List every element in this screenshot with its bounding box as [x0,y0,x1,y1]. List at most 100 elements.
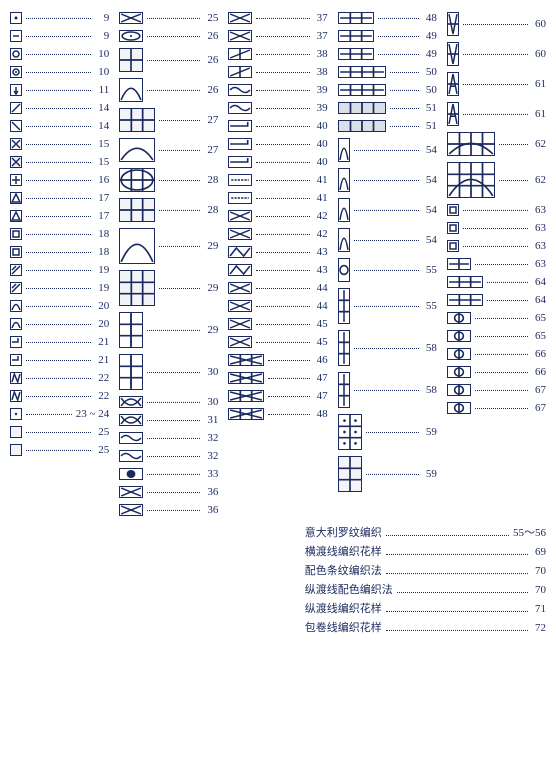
symbol-entry: 15 [10,138,109,150]
page-number: 25 [204,12,218,24]
symbol-entry: 16 [10,174,109,186]
text-entry: 纵渡线编织花样71 [305,600,546,616]
text-entry: 横渡线编织花样69 [305,543,546,559]
column-3: 3737383839394040404141424243434444454546… [228,12,327,516]
page-number: 43 [314,264,328,276]
leader-line [26,341,91,343]
entry-label: 意大利罗纹编织 [305,524,382,540]
leader-line [354,209,419,211]
leader-line [386,610,528,612]
page-number: 66 [532,348,546,360]
symbol-curl [119,432,143,444]
symbol-diag1 [10,102,22,114]
symbol-entry: 44 [228,282,327,294]
page-number: 26 [204,30,218,42]
page-number: 38 [314,48,328,60]
symbol-entry: 42 [228,228,327,240]
page-number: 41 [314,192,328,204]
symbol-bar7 [447,276,483,288]
symbol-zig2 [10,390,22,402]
symbol-zig3 [228,246,252,258]
page-number: 41 [314,174,328,186]
symbol-entry: 51 [338,102,437,114]
leader-line [256,323,309,325]
leader-line [159,209,200,211]
symbol-entry: 59 [338,456,437,492]
leader-line [159,119,200,121]
leader-line [366,431,419,433]
symbol-entry: 25 [10,426,109,438]
symbol-arc [10,300,22,312]
symbol-hook [10,336,22,348]
symbol-zig4 [228,264,252,276]
leader-line [256,305,309,307]
page-number: 63 [532,204,546,216]
symbol-hook3 [228,120,252,132]
symbol-long2 [228,372,264,384]
leader-line [26,107,91,109]
page-number: 21 [95,354,109,366]
symbol-entry: 22 [10,372,109,384]
page-number: 54 [423,204,437,216]
leader-line [26,143,91,145]
symbol-ring [338,258,350,282]
symbol-grid5 [338,456,362,492]
symbol-bar6 [447,258,471,270]
page-number: 42 [314,228,328,240]
symbol-hatch2 [338,120,386,132]
leader-line [487,299,528,301]
symbol-a1 [447,72,459,96]
page-number: 10 [95,48,109,60]
page-number: 54 [423,174,437,186]
leader-line [159,245,200,247]
symbol-hline [10,30,22,42]
symbol-entry: 26 [119,30,218,42]
leader-line [390,125,419,127]
symbol-grid4 [119,270,155,306]
symbol-slash [10,264,22,276]
leader-line [26,449,91,451]
leader-line [256,17,309,19]
symbol-dash [228,174,252,186]
symbol-x2 [228,12,252,24]
text-entry: 包卷线编织花样72 [305,619,546,635]
page-number: 18 [95,228,109,240]
page-number: 30 [204,396,218,408]
symbol-wave [228,84,252,96]
page-number: 50 [423,84,437,96]
symbol-grid3 [119,108,155,132]
symbol-entry: 20 [10,300,109,312]
symbol-diag2 [10,120,22,132]
leader-line [26,359,91,361]
leader-line [26,377,91,379]
page-number: 14 [95,120,109,132]
page-number: 18 [95,246,109,258]
symbol-xx6 [228,318,252,330]
symbol-entry: 50 [338,66,437,78]
leader-line [256,35,309,37]
page-number: 49 [423,30,437,42]
symbol-bar [338,12,374,24]
symbol-curl2 [119,450,143,462]
symbol-arch [119,78,143,102]
leader-line [256,269,309,271]
leader-line [26,35,91,37]
symbol-bar3 [338,48,374,60]
symbol-entry: 43 [228,264,327,276]
page-number: 27 [204,144,218,156]
symbol-entry: 9 [10,12,109,24]
symbol-entry: 50 [338,84,437,96]
symbol-entry: 41 [228,192,327,204]
page-number: 40 [314,156,328,168]
page-number: 66 [532,366,546,378]
page-number: 28 [204,204,218,216]
symbol-grid2 [119,48,143,72]
symbol-long3 [228,390,264,402]
leader-line [256,143,309,145]
symbol-dot [10,12,22,24]
symbol-eye [119,30,143,42]
symbol-arch7 [338,198,350,222]
symbol-entry: 10 [10,48,109,60]
symbol-entry: 43 [228,246,327,258]
symbol-arch8 [338,228,350,252]
